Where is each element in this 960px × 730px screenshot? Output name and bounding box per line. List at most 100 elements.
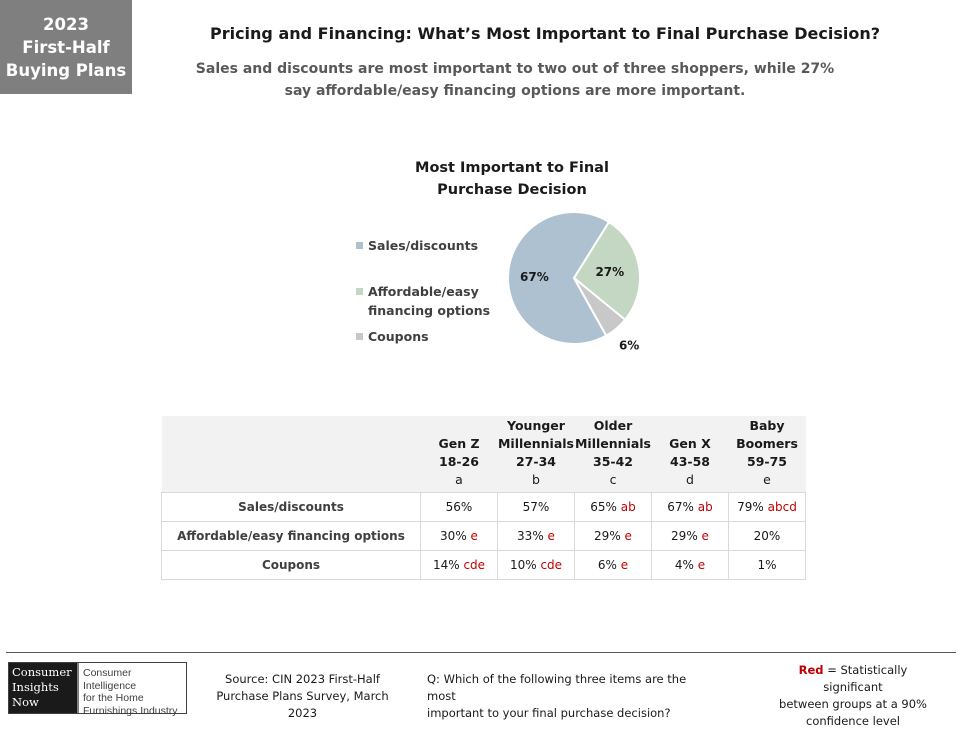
slide-title: Pricing and Financing: What’s Most Impor… bbox=[209, 24, 881, 43]
pie-slice-sales-discounts bbox=[507, 211, 611, 345]
source-note: Source: CIN 2023 First-Half Purchase Pla… bbox=[200, 671, 405, 722]
col-e-line-1: Baby bbox=[749, 417, 785, 433]
cell-value: 79% bbox=[737, 499, 764, 514]
table-cell: 79% abcd bbox=[728, 491, 806, 522]
note-line-2: between groups at a 90% bbox=[779, 697, 927, 711]
table-row: Affordable/easy financing options 30% e 33… bbox=[161, 520, 806, 551]
table-cell: 1% bbox=[728, 549, 806, 580]
col-b-line-3: 27-34 bbox=[516, 453, 556, 469]
subtitle-line-2: say affordable/easy financing options ar… bbox=[284, 83, 746, 99]
table-cell: 29% e bbox=[574, 520, 652, 551]
tagline-line-2: for the Home bbox=[83, 692, 144, 704]
col-e-line-4: e bbox=[763, 471, 771, 487]
logo-line-2: Insights bbox=[12, 680, 59, 694]
note-red-word: Red bbox=[798, 663, 824, 677]
table-cell: 29% e bbox=[651, 520, 729, 551]
question-line-2: important to your final purchase decisio… bbox=[427, 706, 671, 720]
logo-tagline: Consumer Intelligence for the Home Furni… bbox=[77, 663, 186, 717]
legend-label-financing-line-1: Affordable/easy bbox=[368, 284, 479, 299]
table-body: Sales/discounts 56% 57% 65% ab 67% ab 79% abc… bbox=[161, 491, 806, 580]
row-label: Affordable/easy financing options bbox=[161, 520, 421, 551]
col-b-line-2: Millennials bbox=[497, 435, 574, 451]
column-header-gen-x: Gen X 43-58 d bbox=[651, 416, 729, 492]
source-line-1: Source: CIN 2023 First-Half bbox=[225, 672, 380, 686]
pie-slice-coupons bbox=[573, 277, 627, 337]
significance-marker: ab bbox=[697, 499, 713, 514]
significance-marker: ab bbox=[620, 499, 636, 514]
table-cell: 33% e bbox=[497, 520, 575, 551]
table-cell: 20% bbox=[728, 520, 806, 551]
cell-value: 1% bbox=[757, 557, 777, 572]
table-cell: 4% e bbox=[651, 549, 729, 580]
column-header-baby-boomers: Baby Boomers 59-75 e bbox=[728, 416, 806, 492]
cell-value: 6% bbox=[597, 557, 617, 572]
col-a-line-3: a bbox=[455, 471, 463, 487]
legend-label-financing: Affordable/easy financing options bbox=[368, 282, 490, 320]
note-line-3: confidence level bbox=[806, 714, 900, 728]
table-cell: 14% cde bbox=[420, 549, 498, 580]
row-label: Sales/discounts bbox=[161, 491, 421, 522]
pie-label-sales-discounts: 67% bbox=[520, 270, 549, 284]
significance-marker: cde bbox=[463, 557, 486, 572]
generation-breakdown-table: Gen Z 18-26 a Younger Millennials 27-34 … bbox=[161, 416, 806, 580]
cell-value: 67% bbox=[667, 499, 694, 514]
col-c-line-2: Millennials bbox=[574, 435, 651, 451]
col-d-line-2: 43-58 bbox=[670, 453, 710, 469]
chart-title-line-1: Most Important to Final bbox=[415, 160, 609, 176]
col-d-line-1: Gen X bbox=[669, 435, 711, 451]
tagline-line-3: Furnishings Industry bbox=[83, 704, 178, 717]
cell-value: 4% bbox=[674, 557, 694, 572]
cell-value: 10% bbox=[509, 557, 537, 572]
cell-value: 20% bbox=[753, 528, 781, 543]
significance-marker: e bbox=[697, 557, 706, 572]
cell-value: 29% bbox=[671, 528, 698, 543]
badge-year: 2023 bbox=[43, 14, 89, 34]
cell-value: 29% bbox=[594, 528, 621, 543]
table-cell: 30% e bbox=[420, 520, 498, 551]
column-header-gen-z: Gen Z 18-26 a bbox=[420, 416, 498, 492]
significance-note: Red = Statistically significant between … bbox=[770, 662, 936, 730]
legend-label-sales-discounts: Sales/discounts bbox=[368, 238, 479, 253]
col-c-line-3: 35-42 bbox=[593, 453, 633, 469]
row-label: Coupons bbox=[161, 549, 421, 580]
report-badge: 2023 First-Half Buying Plans bbox=[0, 0, 132, 94]
legend-item-sales-discounts: Sales/discounts bbox=[356, 236, 478, 255]
logo-line-1: Consumer bbox=[12, 665, 72, 679]
subtitle-line-1: Sales and discounts are most important t… bbox=[195, 61, 835, 77]
col-a-line-2: 18-26 bbox=[439, 453, 479, 469]
col-b-line-4: b bbox=[532, 471, 540, 487]
significance-marker: cde bbox=[540, 557, 563, 572]
chart-title: Most Important to Final Purchase Decisio… bbox=[382, 157, 642, 201]
significance-marker: e bbox=[624, 528, 632, 543]
slide-subtitle: Sales and discounts are most important t… bbox=[150, 58, 880, 102]
logo-line-3: Now bbox=[12, 695, 39, 709]
table-cell: 57% bbox=[497, 491, 575, 522]
legend-swatch-sales-discounts bbox=[356, 242, 363, 249]
chart-title-line-2: Purchase Decision bbox=[437, 182, 587, 198]
legend-item-coupons: Coupons bbox=[356, 327, 429, 346]
col-e-line-2: Boomers bbox=[736, 435, 798, 451]
significance-marker: e bbox=[547, 528, 555, 543]
table-cell: 56% bbox=[420, 491, 498, 522]
col-c-line-1: Older bbox=[593, 417, 633, 433]
table-header-corner bbox=[161, 416, 421, 492]
significance-marker: e bbox=[620, 557, 629, 572]
legend-swatch-financing bbox=[356, 288, 363, 295]
legend-label-financing-line-2: financing options bbox=[368, 303, 491, 318]
col-e-line-3: 59-75 bbox=[747, 453, 787, 469]
legend-label-coupons: Coupons bbox=[368, 329, 429, 344]
table-cell: 6% e bbox=[574, 549, 652, 580]
table-cell: 67% ab bbox=[651, 491, 729, 522]
source-line-2: Purchase Plans Survey, March 2023 bbox=[216, 689, 389, 720]
table-cell: 65% ab bbox=[574, 491, 652, 522]
pie-labels: 67% 27% 6% bbox=[520, 265, 639, 353]
cell-value: 65% bbox=[590, 499, 617, 514]
table-header-row: Gen Z 18-26 a Younger Millennials 27-34 … bbox=[161, 416, 806, 492]
pie-slices bbox=[507, 211, 641, 345]
table-cell: 10% cde bbox=[497, 549, 575, 580]
company-logo: Consumer Insights Now Consumer Intellige… bbox=[8, 662, 187, 717]
cell-value: 33% bbox=[517, 528, 544, 543]
tagline-line-1: Consumer Intelligence bbox=[83, 667, 137, 692]
significance-marker: e bbox=[470, 528, 478, 543]
logo-wordmark: Consumer Insights Now bbox=[9, 663, 77, 713]
